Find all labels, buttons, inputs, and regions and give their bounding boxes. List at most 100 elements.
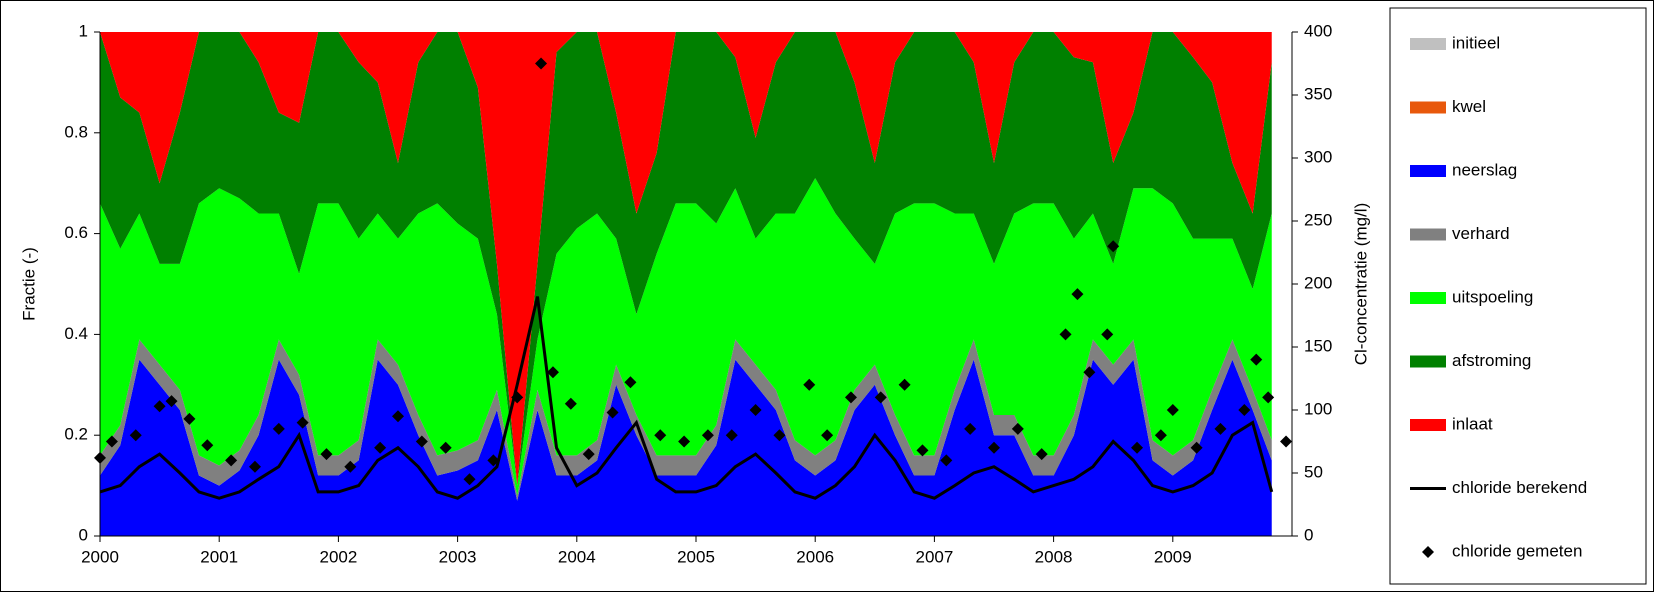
marker (129, 429, 142, 442)
marker (1166, 404, 1179, 416)
marker (165, 395, 178, 408)
marker (916, 444, 929, 457)
marker (874, 391, 887, 404)
marker (701, 429, 714, 442)
y-tick-label: 0.6 (64, 223, 88, 242)
overlay: 0 0.2 0.4 0.6 0.8 1 0 50 100 150 200 250 300 350 400 20… (64, 21, 1332, 566)
marker (439, 441, 452, 454)
marker (1083, 366, 1096, 379)
marker (624, 376, 637, 389)
marker (1107, 240, 1120, 253)
y-tick-label: 0.2 (64, 425, 88, 444)
marker (487, 454, 500, 467)
marker (1071, 288, 1084, 301)
marker (1280, 435, 1293, 448)
y2-tick-label: 250 (1304, 210, 1332, 229)
marker (1214, 422, 1227, 435)
marker (606, 406, 619, 419)
marker (201, 439, 214, 452)
marker (1035, 448, 1048, 461)
legend: initieel kwel neerslag verhard uitspoeling af… (1410, 33, 1587, 560)
y-tick-label: 0.8 (64, 122, 88, 141)
marker (725, 429, 738, 442)
marker (415, 435, 428, 448)
marker (1190, 441, 1203, 454)
marker (844, 391, 857, 404)
marker (749, 404, 762, 416)
marker (1154, 429, 1167, 442)
legend-swatch (1410, 228, 1446, 241)
marker (392, 410, 404, 423)
x-tick-label: 2004 (558, 547, 596, 566)
y-tick-label: 1 (79, 21, 88, 40)
marker (1131, 441, 1144, 454)
marker (988, 441, 1000, 454)
y-axis-label: Fractie (-) (19, 247, 38, 321)
legend-swatch (1410, 292, 1446, 304)
legend-swatch (1422, 546, 1434, 558)
marker (546, 366, 559, 379)
area-3 (100, 339, 1272, 501)
x-tick-label: 2001 (200, 547, 238, 566)
y2-axis-label: Cl-concentratie (mg/l) (1351, 203, 1370, 366)
y2-tick-label: 300 (1304, 147, 1332, 166)
legend-label: neerslag (1452, 160, 1517, 179)
legend-swatch (1410, 165, 1446, 177)
y2-tick-label: 200 (1304, 273, 1332, 292)
marker (773, 429, 786, 442)
marker (320, 448, 333, 461)
marker (940, 454, 953, 467)
marker (564, 397, 577, 410)
marker (1101, 328, 1114, 341)
y-tick-label: 0.4 (64, 324, 88, 343)
marker (1059, 328, 1072, 341)
marker (964, 422, 977, 435)
marker (803, 378, 816, 391)
area-2 (100, 359, 1272, 536)
marker (582, 448, 595, 461)
area-4 (100, 178, 1272, 496)
marker (344, 460, 357, 473)
legend-swatch (1410, 355, 1446, 368)
legend-label: kwel (1452, 97, 1486, 116)
x-tick-label: 2008 (1035, 547, 1073, 566)
area-5 (100, 32, 1272, 486)
y2-tick-label: 350 (1304, 84, 1332, 103)
y2-tick-label: 100 (1304, 399, 1332, 418)
legend-label: initieel (1452, 33, 1500, 52)
marker (1238, 404, 1251, 416)
marker (821, 429, 834, 442)
legend-label: chloride berekend (1452, 478, 1587, 497)
marker (296, 416, 309, 429)
x-tick-label: 2002 (319, 547, 357, 566)
legend-swatch (1410, 38, 1446, 50)
marker (225, 454, 238, 467)
y2-tick-label: 0 (1304, 525, 1313, 544)
x-tick-label: 2003 (439, 547, 477, 566)
x-tick-label: 2006 (796, 547, 834, 566)
marker (153, 400, 166, 413)
marker (463, 473, 476, 486)
marker (1262, 391, 1275, 404)
legend-label: uitspoeling (1452, 287, 1533, 306)
marker (1011, 422, 1024, 435)
marker (248, 460, 261, 473)
marker (1250, 353, 1263, 366)
legend-label: inlaat (1452, 414, 1493, 433)
y2-tick-label: 150 (1304, 336, 1332, 355)
legend-label: afstroming (1452, 351, 1531, 370)
y-tick-label: 0 (79, 525, 88, 544)
marker (272, 422, 285, 435)
line (100, 296, 1274, 500)
marker (183, 412, 196, 425)
marker (654, 429, 667, 442)
plot-area (100, 32, 1274, 536)
marker (105, 435, 118, 448)
marker (898, 378, 911, 391)
marker (678, 435, 691, 448)
y2-tick-label: 50 (1304, 462, 1323, 481)
y2-tick-label: 400 (1304, 21, 1332, 40)
x-tick-label: 2000 (81, 547, 119, 566)
marker (511, 391, 524, 404)
legend-label: verhard (1452, 224, 1510, 243)
